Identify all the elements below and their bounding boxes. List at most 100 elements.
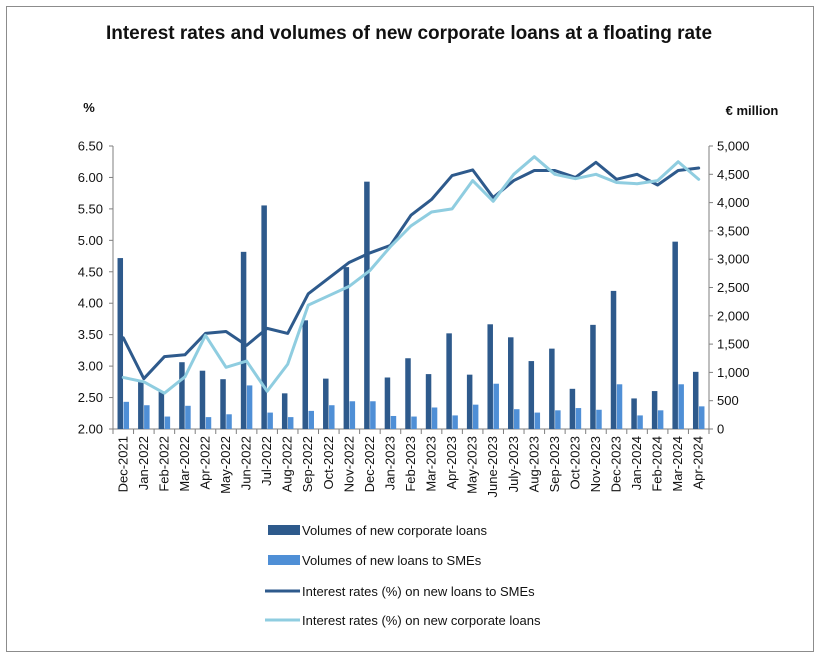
x-tick-label: Dec-2023 [609,436,624,492]
x-tick-label: Apr-2023 [444,436,459,489]
right-tick-label: 2,500 [717,280,750,295]
bar-corporate-volume [446,333,452,429]
x-tick-label: Jan-2022 [136,436,151,490]
left-tick-label: 2.50 [78,390,103,405]
bar-corporate-volume [651,391,658,429]
bar-sme-volume [452,415,458,429]
bar-corporate-volume [569,388,576,429]
bar-sme-volume [226,414,232,429]
bar-sme-volume [123,401,130,429]
right-tick-label: 3,500 [717,223,750,238]
bar-sme-volume [431,407,438,429]
bar-corporate-volume [343,267,350,429]
bar-sme-volume [308,410,314,429]
bar-corporate-volume [549,348,555,429]
x-tick-label: Jul-2022 [259,436,274,486]
x-tick-label: Apr-2024 [691,436,706,489]
x-tick-label: Feb-2024 [650,436,665,492]
right-tick-label: 1,000 [717,365,750,380]
bar-corporate-volume [138,382,144,429]
bar-sme-volume [616,384,623,429]
x-tick-label: June-2023 [485,436,500,497]
bar-sme-volume [205,417,212,429]
right-axis-unit: € million [726,103,779,118]
bar-sme-volume [514,409,520,429]
legend-swatch [268,555,300,565]
bar-sme-volume [267,412,273,429]
bar-corporate-volume [240,251,247,429]
left-tick-label: 4.50 [78,264,103,279]
legend-label: Volumes of new loans to SMEs [302,553,482,568]
bar-corporate-volume [631,398,637,429]
right-tick-label: 0 [717,422,724,437]
x-tick-label: Feb-2023 [403,436,418,492]
x-tick-label: Jan-2023 [382,436,397,490]
bar-corporate-volume [158,391,165,429]
x-tick-label: May-2023 [465,436,480,494]
left-tick-label: 3.00 [78,359,103,374]
line-sme-rate [121,160,701,381]
bar-sme-volume [678,384,684,429]
bar-sme-volume [185,405,191,429]
x-tick-label: Sep-2023 [547,436,562,492]
bar-sme-volume [534,412,541,429]
x-tick-label: Feb-2022 [156,436,171,492]
bar-sme-volume [637,415,643,429]
x-tick-label: Oct-2022 [321,436,336,489]
bar-sme-volume [370,401,376,429]
bar-sme-volume [575,408,582,429]
legend: Volumes of new corporate loans Volumes of… [265,523,541,628]
bar-sme-volume [472,404,479,429]
bar-corporate-volume [261,205,267,429]
right-tick-label: 1,500 [717,337,750,352]
right-tick-label: 3,000 [717,252,750,267]
left-tick-label: 6.00 [78,170,103,185]
plot-area: 2.00 2.50 3.00 3.50 4.00 4.50 5.00 5.50 6.00 6.50… [78,139,750,498]
legend-swatch [268,525,300,535]
bar-sme-volume [287,417,294,429]
right-tick-label: 5,000 [717,139,750,154]
bar-sme-volume [555,410,561,429]
bar-sme-volume [657,410,664,429]
bar-sme-volume [246,385,253,429]
left-axis-unit: % [83,100,95,115]
x-tick-label: Dec-2022 [362,436,377,492]
x-tick-label: Mar-2022 [177,436,192,492]
bar-corporate-volume [466,374,473,429]
left-tick-label: 3.50 [78,327,103,342]
bar-corporate-volume [281,393,288,429]
bar-corporate-volume [405,358,411,429]
bar-corporate-volume [220,379,226,429]
bar-sme-volume [329,405,335,429]
right-tick-label: 2,000 [717,308,750,323]
x-tick-label: Sep-2022 [300,436,315,492]
line-corporate-rate [121,155,701,395]
bar-sme-volume [698,406,705,429]
x-tick-label: May-2022 [218,436,233,494]
bar-corporate-volume [323,378,329,429]
bar-sme-volume [411,416,417,429]
left-tick-label: 5.50 [78,201,103,216]
bar-sme-volume [493,383,499,429]
x-tick-label: Nov-2022 [341,436,356,492]
legend-label: Volumes of new corporate loans [302,523,487,538]
right-tick-label: 500 [717,393,739,408]
x-tick-label: Aug-2023 [526,436,541,492]
bar-sme-volume [164,416,171,429]
x-tick-label: Apr-2022 [197,436,212,489]
x-tick-label: Mar-2024 [670,436,685,492]
bar-corporate-volume [672,241,678,429]
chart-frame [6,6,814,652]
left-tick-label: 6.50 [78,139,103,154]
bar-corporate-volume [590,324,596,429]
bar-corporate-volume [487,324,493,429]
chart-title: Interest rates and volumes of new corpor… [106,23,712,44]
bar-corporate-volume [199,370,206,429]
x-tick-label: Mar-2023 [424,436,439,492]
bar-corporate-volume [528,361,535,429]
x-tick-label: Aug-2022 [280,436,295,492]
bar-corporate-volume [364,181,370,429]
left-tick-label: 5.00 [78,233,103,248]
right-tick-label: 4,000 [717,195,750,210]
